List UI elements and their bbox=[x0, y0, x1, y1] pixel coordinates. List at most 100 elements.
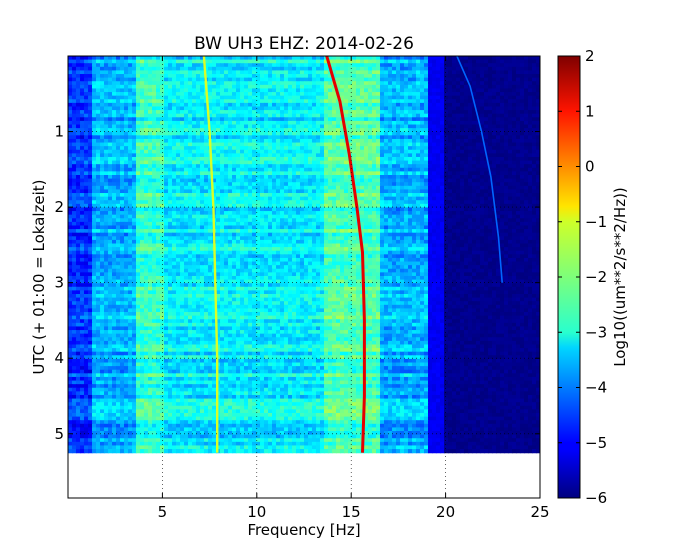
heatmap-cell bbox=[188, 175, 193, 180]
heatmap-cell bbox=[532, 178, 537, 183]
heatmap-cell bbox=[256, 113, 261, 118]
heatmap-cell bbox=[388, 171, 393, 176]
heatmap-cell bbox=[376, 110, 381, 115]
heatmap-cell bbox=[496, 99, 501, 104]
heatmap-cell bbox=[340, 74, 345, 79]
heatmap-cell bbox=[472, 66, 477, 72]
heatmap-cell bbox=[220, 142, 225, 147]
heatmap-cell bbox=[504, 203, 509, 209]
heatmap-cell bbox=[328, 167, 333, 172]
heatmap-cell bbox=[324, 167, 329, 172]
heatmap-cell bbox=[356, 99, 361, 104]
heatmap-cell bbox=[436, 63, 441, 68]
heatmap-cell bbox=[416, 95, 421, 100]
heatmap-cell bbox=[484, 200, 489, 205]
heatmap-cell bbox=[464, 138, 469, 144]
heatmap-cell bbox=[268, 63, 273, 68]
heatmap-cell bbox=[268, 84, 273, 90]
heatmap-cell bbox=[128, 182, 133, 187]
heatmap-cell bbox=[408, 185, 413, 191]
heatmap-cell bbox=[468, 106, 473, 111]
heatmap-cell bbox=[148, 189, 153, 194]
heatmap-cell bbox=[480, 70, 485, 75]
heatmap-cell bbox=[464, 185, 469, 191]
heatmap-cell bbox=[152, 193, 157, 198]
heatmap-cell bbox=[436, 128, 441, 133]
heatmap-cell bbox=[448, 88, 453, 93]
heatmap-cell bbox=[272, 120, 277, 126]
heatmap-cell bbox=[472, 138, 477, 144]
heatmap-cell bbox=[68, 146, 73, 151]
heatmap-cell bbox=[160, 193, 165, 198]
heatmap-cell bbox=[108, 63, 113, 68]
heatmap-cell bbox=[140, 128, 145, 133]
heatmap-cell bbox=[412, 156, 417, 162]
heatmap-cell bbox=[440, 124, 445, 129]
heatmap-cell bbox=[204, 117, 209, 122]
heatmap-cell bbox=[332, 156, 337, 162]
heatmap-cell bbox=[84, 59, 89, 64]
heatmap-cell bbox=[104, 59, 109, 64]
heatmap-cell bbox=[284, 110, 289, 115]
heatmap-cell bbox=[116, 106, 121, 111]
heatmap-cell bbox=[536, 185, 540, 191]
heatmap-cell bbox=[224, 203, 229, 209]
heatmap-cell bbox=[132, 117, 137, 122]
heatmap-cell bbox=[240, 95, 245, 100]
heatmap-cell bbox=[304, 70, 309, 75]
heatmap-cell bbox=[320, 99, 325, 104]
heatmap-cell bbox=[504, 153, 509, 158]
heatmap-cell bbox=[452, 81, 457, 86]
heatmap-cell bbox=[188, 196, 193, 201]
heatmap-cell bbox=[176, 59, 181, 64]
heatmap-cell bbox=[372, 74, 377, 79]
heatmap-cell bbox=[248, 153, 253, 158]
heatmap-cell bbox=[352, 167, 357, 172]
heatmap-cell bbox=[380, 193, 385, 198]
heatmap-cell bbox=[380, 135, 385, 140]
heatmap-cell bbox=[224, 185, 229, 191]
heatmap-cell bbox=[512, 160, 517, 165]
heatmap-cell bbox=[432, 200, 437, 205]
heatmap-cell bbox=[344, 56, 349, 61]
heatmap-cell bbox=[328, 178, 333, 183]
heatmap-cell bbox=[92, 164, 97, 169]
heatmap-cell bbox=[116, 142, 121, 147]
heatmap-cell bbox=[536, 178, 540, 183]
heatmap-cell bbox=[528, 124, 533, 129]
heatmap-cell bbox=[312, 92, 317, 97]
heatmap-cell bbox=[100, 128, 105, 133]
heatmap-cell bbox=[472, 200, 477, 205]
heatmap-cell bbox=[140, 171, 145, 176]
heatmap-cell bbox=[224, 59, 229, 64]
heatmap-cell bbox=[376, 66, 381, 72]
heatmap-cell bbox=[168, 117, 173, 122]
heatmap-cell bbox=[164, 200, 169, 205]
heatmap-cell bbox=[240, 63, 245, 68]
heatmap-cell bbox=[228, 88, 233, 93]
heatmap-cell bbox=[152, 175, 157, 180]
heatmap-cell bbox=[160, 160, 165, 165]
heatmap-cell bbox=[112, 77, 117, 82]
heatmap-cell bbox=[136, 175, 141, 180]
heatmap-cell bbox=[372, 153, 377, 158]
heatmap-cell bbox=[416, 77, 421, 82]
heatmap-cell bbox=[344, 203, 349, 209]
heatmap-cell bbox=[316, 124, 321, 129]
heatmap-cell bbox=[180, 106, 185, 111]
heatmap-cell bbox=[212, 77, 217, 82]
heatmap-cell bbox=[264, 156, 269, 162]
heatmap-cell bbox=[164, 182, 169, 187]
heatmap-cell bbox=[144, 110, 149, 115]
heatmap-cell bbox=[156, 63, 161, 68]
heatmap-cell bbox=[436, 189, 441, 194]
heatmap-cell bbox=[432, 56, 437, 61]
heatmap-cell bbox=[256, 185, 261, 191]
heatmap-cell bbox=[340, 135, 345, 140]
heatmap-cell bbox=[240, 117, 245, 122]
heatmap-cell bbox=[484, 138, 489, 144]
heatmap-cell bbox=[152, 102, 157, 108]
heatmap-cell bbox=[184, 84, 189, 90]
heatmap-cell bbox=[208, 175, 213, 180]
heatmap-cell bbox=[372, 193, 377, 198]
